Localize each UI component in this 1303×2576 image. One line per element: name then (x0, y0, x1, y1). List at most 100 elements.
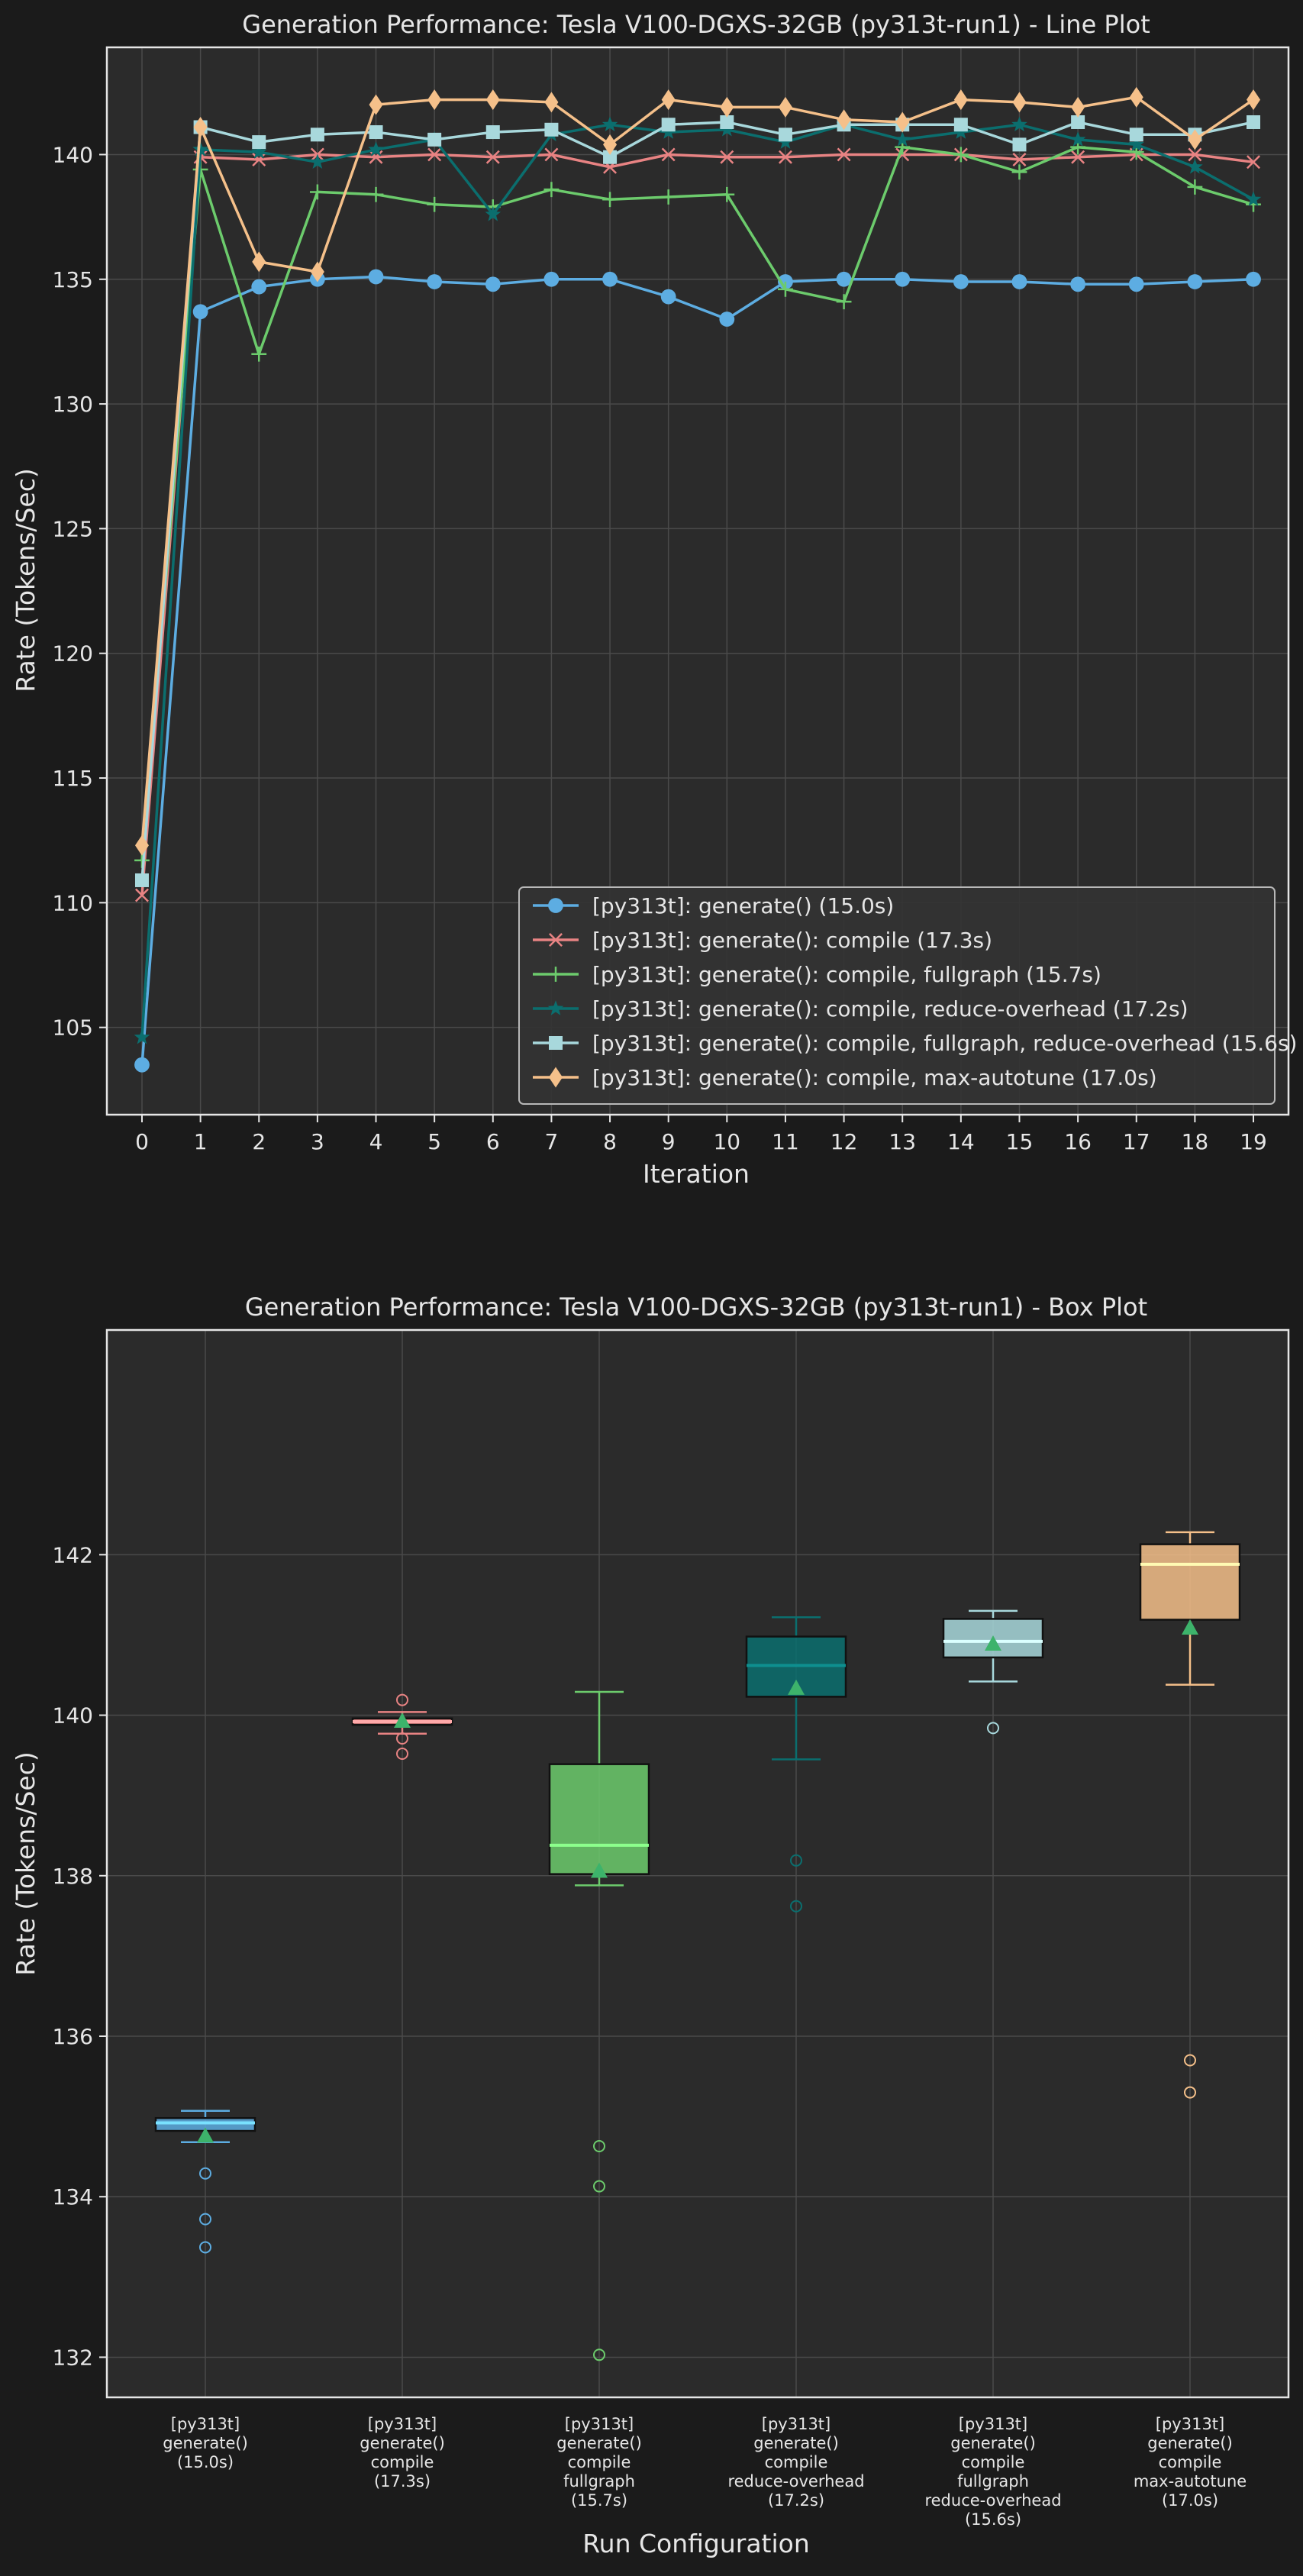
outlier-point (1184, 2054, 1196, 2067)
data-point (251, 279, 267, 295)
outlier-point (987, 1722, 999, 1735)
category-label: [py313t]generate()compile(17.3s) (360, 2415, 445, 2490)
data-point (661, 89, 676, 111)
x-tick-label: 12 (831, 1129, 858, 1154)
data-point (836, 271, 852, 287)
mean-marker (197, 2127, 214, 2143)
category-label: [py313t]generate()compilefullgraphreduce… (924, 2415, 1061, 2529)
data-point (1011, 164, 1027, 180)
category-label-line: max-autotune (1134, 2472, 1247, 2490)
legend-label: [py313t]: generate(): compile, fullgraph… (592, 962, 1101, 987)
line-x-ticks: 0 1 2 3 4 5 6 7 8 9 10 11 12 13 14 15 16 17 18 19 (135, 1115, 1267, 1154)
x-tick-label: 10 (713, 1129, 740, 1154)
box-category-labels: [py313t]generate()(15.0s)[py313t]generat… (163, 2415, 1247, 2529)
mean-marker (788, 1679, 805, 1695)
category-label-line: compile (1159, 2453, 1222, 2471)
data-point (1188, 129, 1202, 150)
data-point (427, 196, 443, 212)
data-point (543, 182, 560, 198)
data-point (660, 289, 676, 305)
outlier-point (396, 1693, 408, 1706)
data-point (251, 144, 267, 159)
outlier-point (199, 2167, 211, 2180)
data-point (1071, 150, 1085, 164)
data-point (953, 147, 969, 163)
category-label-line: [py313t] (368, 2415, 437, 2433)
outlier-point (396, 1732, 408, 1745)
box-iqr (548, 1763, 650, 1875)
x-tick-label: 1 (194, 1129, 208, 1154)
data-point (427, 147, 442, 162)
category-label: [py313t]generate()(15.0s) (163, 2415, 248, 2471)
category-label-line: (15.0s) (177, 2453, 234, 2471)
series-line (140, 123, 1254, 1038)
x-tick-label: 13 (889, 1129, 916, 1154)
category-label-line: compile (765, 2453, 828, 2471)
data-point (720, 150, 734, 164)
data-point (953, 274, 969, 289)
x-tick-label: 5 (427, 1129, 441, 1154)
legend-entry: [py313t]: generate(): compile (17.3s) (533, 928, 992, 953)
line-chart-title: Generation Performance: Tesla V100-DGXS-… (242, 10, 1150, 39)
data-point (309, 153, 326, 169)
data-point (953, 118, 968, 132)
mean-marker (1182, 1619, 1198, 1635)
data-point (369, 94, 383, 115)
category-label-line: [py313t] (565, 2415, 634, 2433)
y-tick-label: 136 (53, 2024, 93, 2049)
series-line (140, 121, 1254, 881)
data-point (1247, 115, 1261, 129)
x-tick-label: 18 (1182, 1129, 1209, 1154)
data-point (1245, 191, 1262, 206)
x-tick-label: 15 (1006, 1129, 1034, 1154)
box-chart: Generation Performance: Tesla V100-DGXS-… (11, 1293, 1290, 2558)
line-series-group (134, 86, 1262, 1073)
data-point (252, 251, 266, 273)
category-label-line: [py313t] (762, 2415, 831, 2433)
line-y-axis-label: Rate (Tokens/Sec) (11, 468, 40, 692)
data-point (837, 109, 851, 131)
data-point (1247, 155, 1261, 169)
data-point (1069, 131, 1086, 147)
y-tick-label: 140 (53, 1703, 93, 1729)
data-point (1188, 147, 1202, 162)
x-tick-label: 3 (311, 1129, 324, 1154)
legend-box (518, 886, 1276, 1105)
category-label-line: fullgraph (957, 2472, 1029, 2490)
box-y-ticks: 132 134 136 138 140 142 (53, 1542, 107, 2370)
box-plot-frame (105, 1328, 1290, 2399)
x-tick-label: 6 (486, 1129, 500, 1154)
category-label: [py313t]generate()compilereduce-overhead… (727, 2415, 864, 2510)
legend-label: [py313t]: generate(): compile (17.3s) (592, 928, 992, 953)
legend-entry: [py313t]: generate() (15.0s) (533, 893, 894, 918)
outlier-point (593, 2180, 605, 2193)
y-tick-label: 125 (53, 516, 93, 541)
data-point (544, 92, 559, 113)
series-line (140, 145, 1254, 860)
legend-label: [py313t]: generate(): compile, max-autot… (592, 1065, 1157, 1090)
legend-marker (548, 967, 563, 982)
legend-entry: [py313t]: generate(): compile, fullgraph… (533, 1031, 1297, 1056)
box-series-group (154, 1531, 1241, 2361)
y-tick-label: 120 (53, 641, 93, 667)
data-point (778, 96, 792, 118)
series-line (140, 95, 1254, 846)
category-label-line: (15.7s) (571, 2491, 627, 2510)
category-label-line: [py313t] (1156, 2415, 1224, 2433)
data-point (369, 150, 383, 164)
legend-marker (549, 1067, 563, 1088)
category-label-line: reduce-overhead (727, 2472, 864, 2490)
data-point (134, 1028, 150, 1044)
data-point (1129, 86, 1143, 108)
data-point (778, 150, 792, 164)
data-point (894, 131, 911, 147)
data-point (544, 147, 559, 162)
y-tick-label: 115 (53, 766, 93, 791)
category-label-line: generate() (556, 2434, 642, 2452)
data-point (252, 153, 266, 166)
x-tick-label: 16 (1064, 1129, 1092, 1154)
data-point (369, 125, 383, 140)
data-point (1012, 137, 1027, 152)
data-point (1011, 116, 1027, 131)
data-point (368, 186, 384, 202)
